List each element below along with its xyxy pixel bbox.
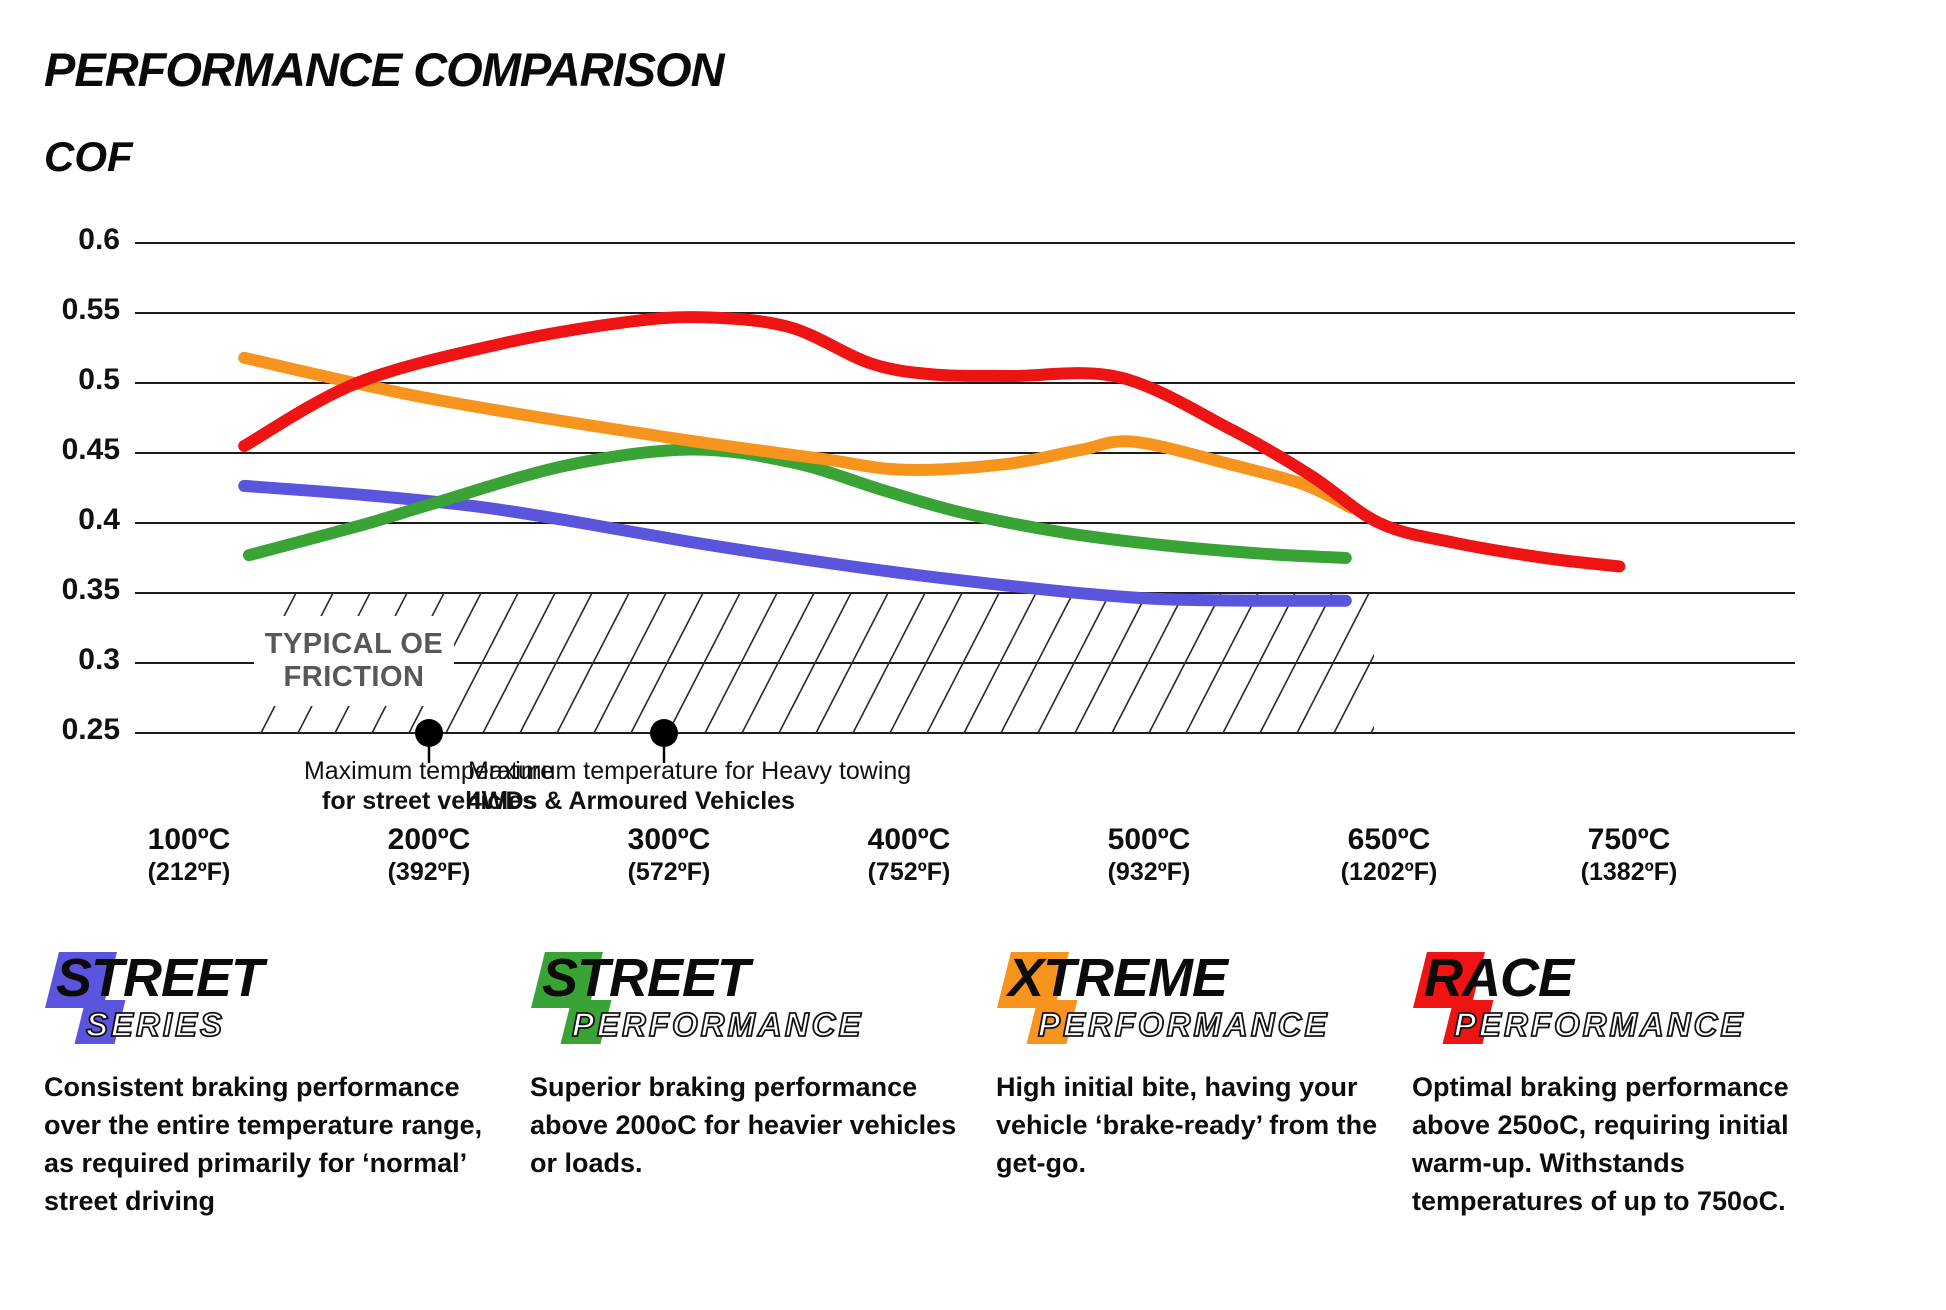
- temp-celsius: 300ºC: [627, 823, 711, 856]
- legend-race-performance: RACE PERFORMANCE Optimal braking perform…: [1412, 950, 1842, 1220]
- y-axis-title: COF: [44, 133, 133, 180]
- curve-street-series: [238, 479, 1352, 607]
- y-axis-tick-label: 0.25: [61, 713, 120, 746]
- y-axis-tick-label: 0.4: [78, 503, 120, 536]
- hatch-line: [889, 593, 963, 733]
- hatch-line: [1296, 593, 1370, 733]
- legend-description: Superior braking performance above 200oC…: [530, 1072, 957, 1178]
- logo-word2: PERFORMANCE: [1453, 1005, 1746, 1044]
- annotation-max-temp-heavy-towing: Maximum temperature for Heavy towing 4WD…: [468, 756, 1048, 816]
- temp-fahrenheit: (932ºF): [1107, 858, 1191, 886]
- annotation-dot: [650, 719, 678, 747]
- hatch-line: [445, 593, 519, 733]
- hatch-line: [1000, 593, 1074, 733]
- y-axis-tick-label: 0.35: [61, 573, 120, 606]
- street-series-logo: STREET SERIES: [44, 950, 489, 1052]
- annotation-dot: [415, 719, 443, 747]
- street-performance-logo: STREET PERFORMANCE: [530, 950, 985, 1052]
- hatch-line: [1185, 593, 1259, 733]
- hatch-line: [482, 593, 556, 733]
- annotation-line: Maximum temperature for Heavy towing: [468, 757, 912, 785]
- curve-street-performance: [243, 443, 1352, 564]
- temp-fahrenheit: (1382ºF): [1580, 858, 1678, 886]
- y-axis-tick-label: 0.3: [78, 643, 120, 676]
- hatch-line: [593, 593, 667, 733]
- legend-description: High initial bite, having your vehicle ‘…: [996, 1072, 1378, 1178]
- hatch-line: [667, 593, 741, 733]
- legend-description: Optimal braking performance above 250oC,…: [1412, 1072, 1789, 1216]
- logo-word1: XTREME: [1008, 948, 1228, 1008]
- logo-word1: STREET: [56, 948, 264, 1008]
- legend-street-performance: STREET PERFORMANCE Superior braking perf…: [530, 950, 985, 1182]
- y-axis-tick-label: 0.6: [78, 223, 120, 256]
- hatch-line: [1111, 593, 1185, 733]
- race-performance-logo: RACE PERFORMANCE: [1412, 950, 1842, 1052]
- temp-celsius: 500ºC: [1107, 823, 1191, 856]
- annotation-max-temp-street: Maximum temperature for street vehicles: [269, 756, 589, 816]
- hatch-line: [1222, 593, 1296, 733]
- oe-label-line2: FRICTION: [283, 661, 425, 693]
- x-axis-tick-label: 100ºC (212ºF): [94, 823, 284, 887]
- temp-celsius: 100ºC: [147, 823, 231, 856]
- x-axis-tick-label: 750ºC (1382ºF): [1534, 823, 1724, 887]
- y-axis-tick-label: 0.45: [61, 433, 120, 466]
- curve-xtreme-performance: [238, 351, 1357, 514]
- hatch-line: [815, 593, 889, 733]
- logo-word1: STREET: [542, 948, 750, 1008]
- hatch-line: [1333, 653, 1374, 733]
- hatch-line: [963, 593, 1037, 733]
- temp-celsius: 200ºC: [387, 823, 471, 856]
- hatch-line: [704, 593, 778, 733]
- page-title: PERFORMANCE COMPARISON: [44, 43, 725, 96]
- hatch-line: [1259, 593, 1333, 733]
- typical-oe-friction-label: TYPICAL OE FRICTION: [254, 616, 454, 706]
- x-axis-tick-label: 500ºC (932ºF): [1054, 823, 1244, 887]
- hatch-line: [778, 593, 852, 733]
- legend-xtreme-performance: XTREME PERFORMANCE High initial bite, ha…: [996, 950, 1391, 1182]
- hatch-line: [556, 593, 630, 733]
- logo-word2: PERFORMANCE: [1037, 1005, 1330, 1044]
- hatch-line: [1148, 593, 1222, 733]
- annotation-line: Maximum temperature: [303, 757, 555, 785]
- curve-race-performance: [238, 311, 1626, 573]
- oe-label-line1: TYPICAL OE: [264, 628, 444, 660]
- x-axis-tick-label: 650ºC (1202ºF): [1294, 823, 1484, 887]
- legend-description: Consistent braking performance over the …: [44, 1072, 483, 1216]
- x-axis-tick-label: 200ºC (392ºF): [334, 823, 524, 887]
- temp-fahrenheit: (1202ºF): [1340, 858, 1438, 886]
- hatch-line: [519, 593, 593, 733]
- logo-word1: RACE: [1424, 948, 1574, 1008]
- y-axis-tick-label: 0.5: [78, 363, 120, 396]
- hatch-line: [1074, 593, 1148, 733]
- temp-fahrenheit: (392ºF): [387, 858, 471, 886]
- temp-fahrenheit: (572ºF): [627, 858, 711, 886]
- hatch-line: [741, 593, 815, 733]
- hatch-line: [852, 593, 926, 733]
- annotation-line: for street vehicles: [322, 787, 536, 815]
- temp-fahrenheit: (212ºF): [147, 858, 231, 886]
- xtreme-performance-logo: XTREME PERFORMANCE: [996, 950, 1391, 1052]
- logo-word2: SERIES: [85, 1005, 226, 1044]
- legend-street-series: STREET SERIES Consistent braking perform…: [44, 950, 489, 1220]
- x-axis-tick-label: 300ºC (572ºF): [574, 823, 764, 887]
- x-axis-tick-label: 400ºC (752ºF): [814, 823, 1004, 887]
- temp-fahrenheit: (752ºF): [867, 858, 951, 886]
- temp-celsius: 400ºC: [867, 823, 951, 856]
- hatch-line: [926, 593, 1000, 733]
- hatch-line: [630, 593, 704, 733]
- annotation-line: 4WDs & Armoured Vehicles: [468, 787, 795, 815]
- logo-word2: PERFORMANCE: [571, 1005, 864, 1044]
- temp-celsius: 750ºC: [1587, 823, 1671, 856]
- hatch-line: [1037, 593, 1111, 733]
- temp-celsius: 650ºC: [1347, 823, 1431, 856]
- y-axis-tick-label: 0.55: [61, 293, 120, 326]
